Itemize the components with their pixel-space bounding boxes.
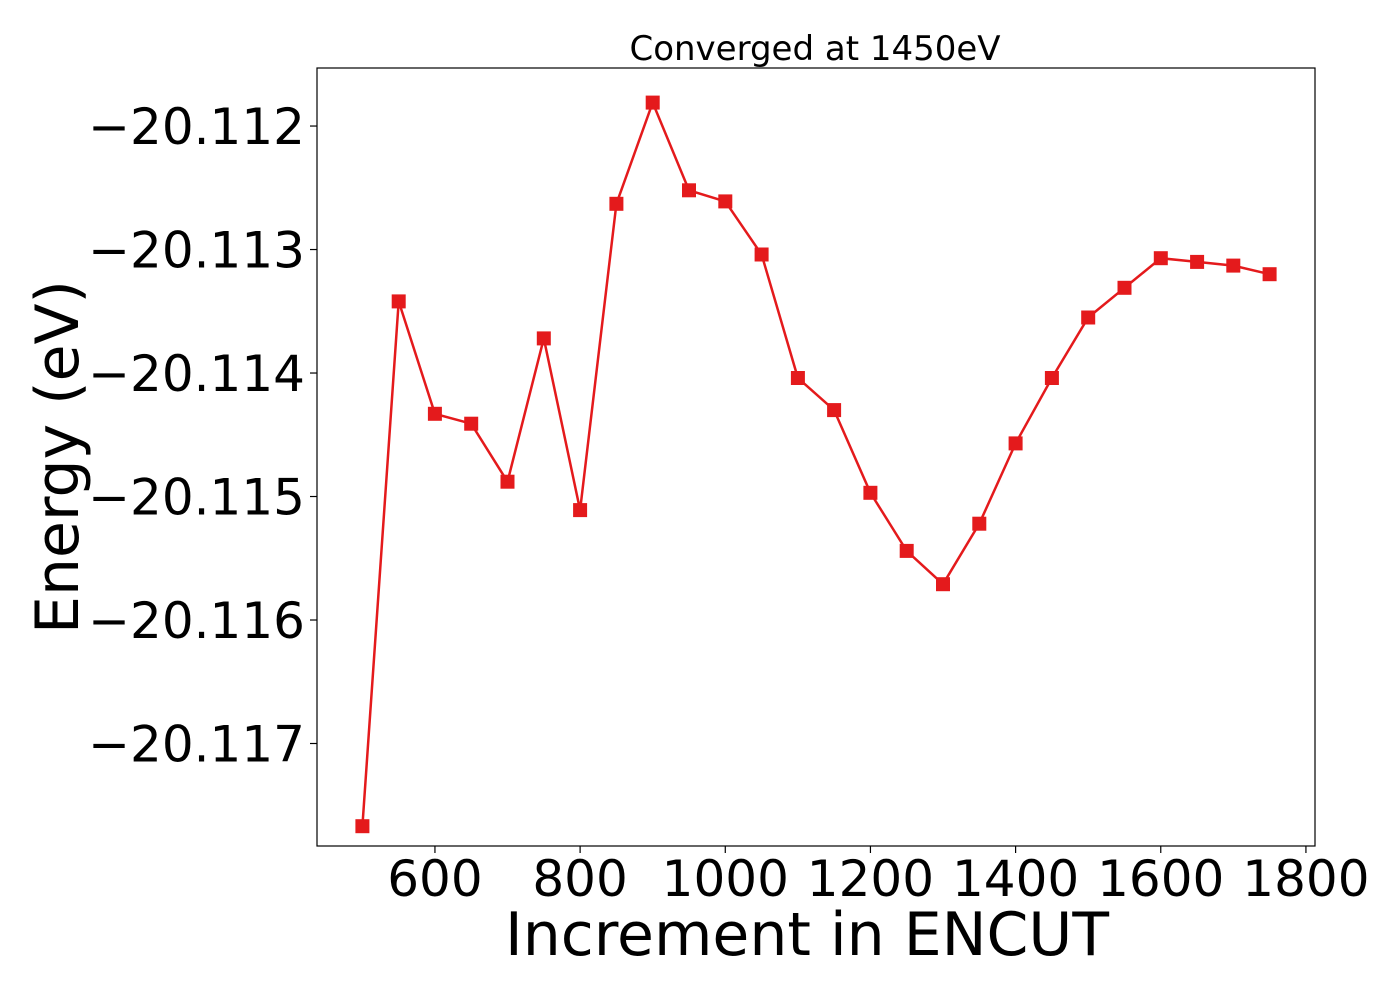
chart-title: Converged at 1450eV — [629, 29, 1000, 69]
data-point — [1226, 258, 1241, 273]
data-point — [972, 516, 987, 531]
data-point — [464, 416, 479, 431]
data-point — [1008, 436, 1023, 451]
data-point — [754, 247, 769, 262]
x-axis-label: Increment in ENCUT — [505, 900, 1109, 970]
x-axis: 600 800 1000 1200 1400 1600 1800 — [387, 846, 1370, 908]
y-tick-label: −20.113 — [88, 222, 305, 280]
x-tick-label: 600 — [387, 850, 482, 908]
data-point — [682, 183, 696, 198]
data-point — [899, 543, 914, 558]
data-point — [500, 474, 515, 489]
data-point — [573, 503, 588, 518]
y-tick-label: −20.112 — [88, 98, 305, 156]
data-point — [1117, 280, 1132, 295]
data-point — [1262, 267, 1277, 282]
data-point — [827, 403, 842, 418]
data-point — [645, 95, 660, 110]
data-markers — [355, 95, 1277, 834]
y-axis: −20.112 −20.113 −20.114 −20.115 −20.116 −20.1… — [88, 98, 317, 774]
x-tick-label: 1600 — [1097, 850, 1224, 908]
x-tick-label: 1400 — [952, 850, 1079, 908]
data-point — [1190, 254, 1205, 269]
y-tick-label: −20.115 — [88, 469, 305, 527]
plot-frame — [316, 67, 1316, 847]
y-tick-label: −20.117 — [88, 716, 305, 774]
x-tick-label: 1000 — [662, 850, 789, 908]
data-point — [609, 196, 624, 211]
energy-series-line — [361, 99, 1270, 827]
data-point — [790, 371, 805, 385]
x-tick-label: 1200 — [807, 850, 934, 908]
y-tick-label: −20.116 — [88, 592, 305, 650]
data-point — [355, 819, 370, 834]
y-axis-label: Energy (eV) — [23, 280, 93, 634]
data-point — [718, 194, 733, 209]
data-point — [536, 331, 551, 346]
data-point — [863, 485, 878, 500]
data-point — [427, 406, 442, 421]
data-point — [1081, 310, 1096, 325]
x-tick-label: 800 — [532, 850, 627, 908]
data-point — [391, 294, 406, 309]
y-tick-label: −20.114 — [88, 345, 305, 403]
x-tick-label: 1800 — [1242, 850, 1369, 908]
data-point — [1044, 371, 1059, 385]
data-point — [1153, 251, 1168, 266]
data-point — [936, 577, 950, 592]
